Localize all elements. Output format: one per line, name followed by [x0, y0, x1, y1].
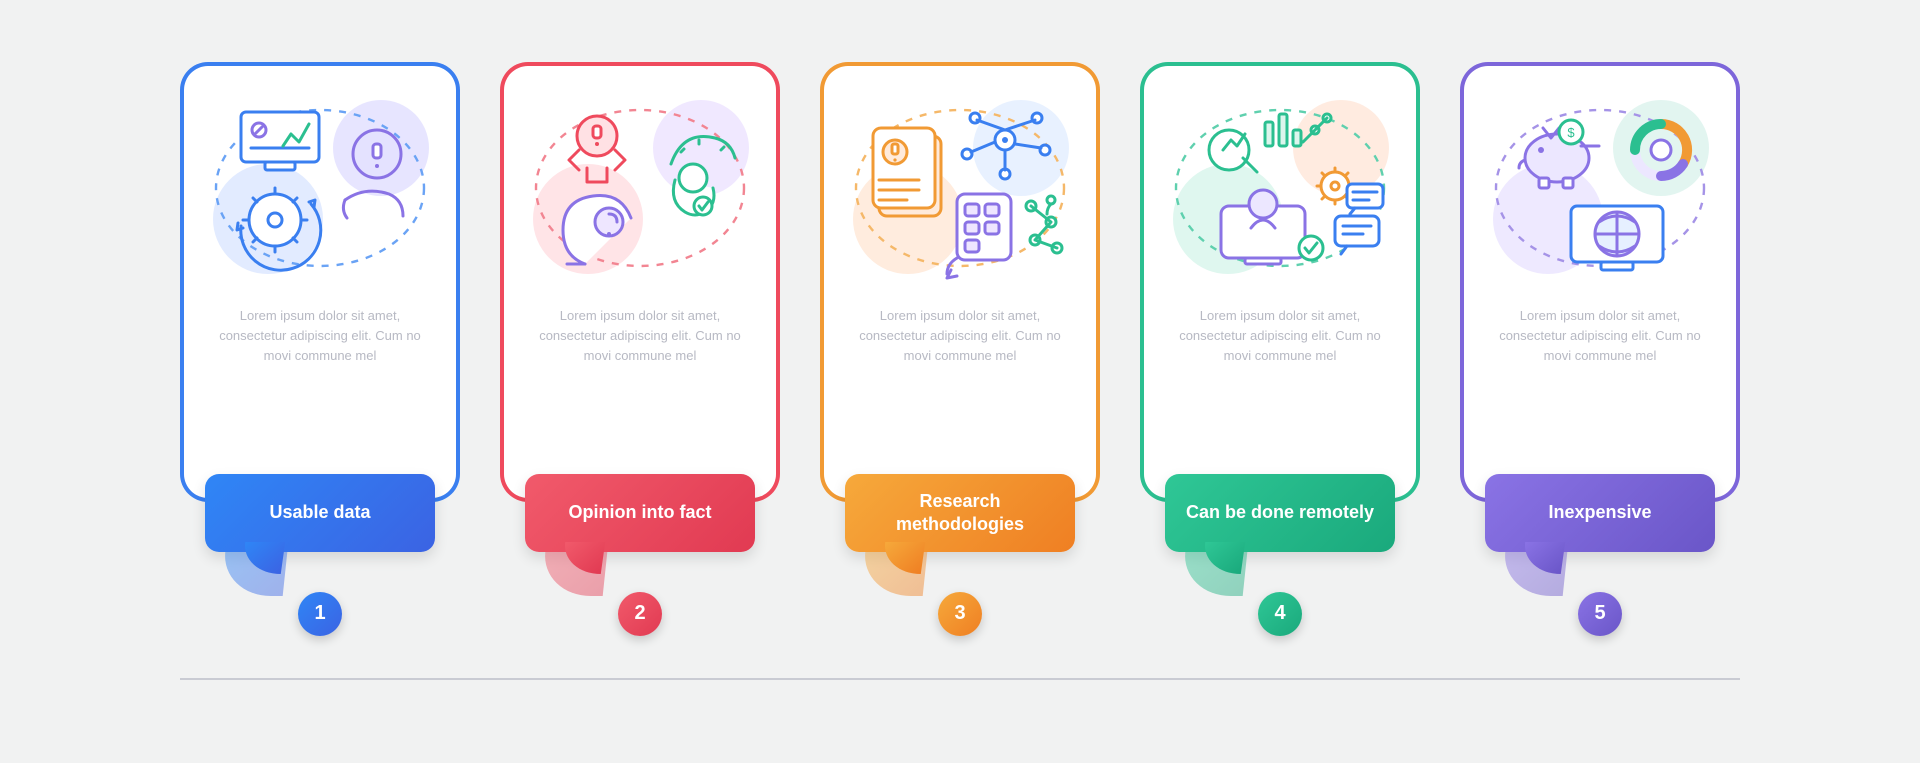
card-frame: Lorem ipsum dolor sit amet, consectetur … — [1140, 62, 1420, 502]
card-description: Lorem ipsum dolor sit amet, consectetur … — [1484, 306, 1716, 366]
card-frame: Lorem ipsum dolor sit amet, consectetur … — [180, 62, 460, 502]
card-illustration — [1165, 88, 1395, 288]
step-card: Lorem ipsum dolor sit amet, consectetur … — [500, 62, 780, 636]
card-description: Lorem ipsum dolor sit amet, consectetur … — [844, 306, 1076, 366]
card-illustration — [525, 88, 755, 288]
bubble-tail-echo — [861, 552, 928, 596]
step-card: Lorem ipsum dolor sit amet, consectetur … — [180, 62, 460, 636]
card-title-bubble: Usable data — [205, 474, 435, 552]
step-number-badge: 3 — [938, 592, 982, 636]
card-body: Lorem ipsum dolor sit amet, consectetur … — [824, 66, 1096, 498]
remote-icon — [1165, 88, 1395, 293]
card-description: Lorem ipsum dolor sit amet, consectetur … — [1164, 306, 1396, 366]
card-description: Lorem ipsum dolor sit amet, consectetur … — [524, 306, 756, 366]
step-number-badge: 4 — [1258, 592, 1302, 636]
step-card: Lorem ipsum dolor sit amet, consectetur … — [1140, 62, 1420, 636]
step-card: $ Lorem ipsum dolor sit amet, consectetu… — [1460, 62, 1740, 636]
research-icon — [845, 88, 1075, 293]
step-number-badge: 2 — [618, 592, 662, 636]
card-frame: Lorem ipsum dolor sit amet, consectetur … — [820, 62, 1100, 502]
card-title-bubble: Can be done remotely — [1165, 474, 1395, 552]
step-number-badge: 5 — [1578, 592, 1622, 636]
cards-row: Lorem ipsum dolor sit amet, consectetur … — [180, 62, 1740, 702]
opinion-icon — [525, 88, 755, 293]
usable-icon — [205, 88, 435, 293]
card-illustration: $ — [1485, 88, 1715, 288]
bubble-tail-echo — [541, 552, 608, 596]
bubble-tail-echo — [221, 552, 288, 596]
card-frame: Lorem ipsum dolor sit amet, consectetur … — [500, 62, 780, 502]
step-card: Lorem ipsum dolor sit amet, consectetur … — [820, 62, 1100, 636]
card-frame: $ Lorem ipsum dolor sit amet, consectetu… — [1460, 62, 1740, 502]
infographic-stage: Lorem ipsum dolor sit amet, consectetur … — [180, 62, 1740, 702]
inexpensive-icon: $ — [1485, 88, 1715, 293]
card-body: Lorem ipsum dolor sit amet, consectetur … — [184, 66, 456, 498]
step-number-badge: 1 — [298, 592, 342, 636]
card-description: Lorem ipsum dolor sit amet, consectetur … — [204, 306, 436, 366]
card-illustration — [845, 88, 1075, 288]
card-title-bubble: Research methodologies — [845, 474, 1075, 552]
card-body: Lorem ipsum dolor sit amet, consectetur … — [504, 66, 776, 498]
card-body: $ Lorem ipsum dolor sit amet, consectetu… — [1464, 66, 1736, 498]
svg-text:$: $ — [1567, 125, 1575, 140]
card-title-bubble: Inexpensive — [1485, 474, 1715, 552]
bubble-tail-echo — [1181, 552, 1248, 596]
bubble-tail-echo — [1501, 552, 1568, 596]
card-title-bubble: Opinion into fact — [525, 474, 755, 552]
card-body: Lorem ipsum dolor sit amet, consectetur … — [1144, 66, 1416, 498]
card-illustration — [205, 88, 435, 288]
